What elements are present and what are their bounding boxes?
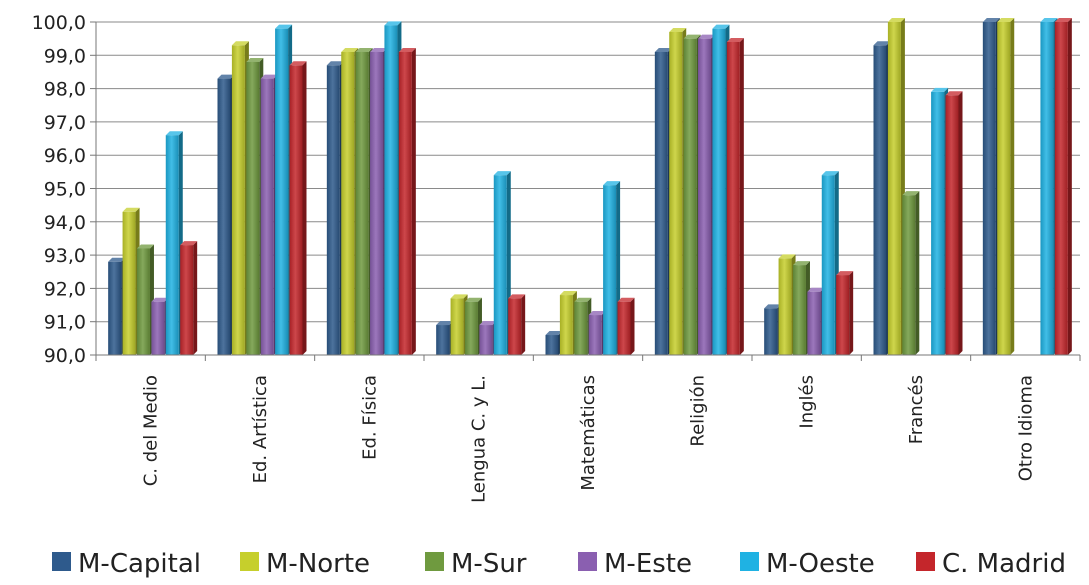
bar: [508, 294, 526, 355]
y-tick-label: 98,0: [44, 79, 86, 101]
y-tick-label: 96,0: [44, 145, 86, 167]
bar: [945, 91, 963, 355]
y-tick-label: 90,0: [44, 345, 86, 367]
bar: [617, 297, 635, 355]
x-tick-label: Ed. Artística: [250, 375, 271, 483]
x-tick-label: Francés: [906, 375, 927, 444]
legend-swatch: [240, 552, 259, 571]
x-tick-label: Inglés: [797, 375, 818, 429]
legend-swatch: [740, 552, 759, 571]
bar: [398, 47, 416, 355]
legend-item: M-Oeste: [740, 549, 875, 579]
legend-label: M-Oeste: [766, 549, 875, 579]
legend: M-Capital M-Norte M-Sur M-Este M-Oeste C. Mad…: [52, 549, 1066, 579]
x-tick-label: C. del Medio: [141, 375, 162, 486]
legend-label: M-Este: [604, 549, 692, 579]
legend-item: M-Capital: [52, 549, 201, 579]
legend-label: C. Madrid: [942, 549, 1066, 579]
bar: [493, 171, 511, 355]
x-tick-label: Lengua C. y L.: [469, 375, 490, 503]
legend-label: M-Sur: [451, 549, 527, 579]
x-tick-label: Religión: [687, 375, 708, 447]
x-tick-label: Matemáticas: [578, 375, 599, 491]
legend-item: M-Norte: [240, 549, 370, 579]
x-tick-label: Ed. Física: [359, 375, 380, 460]
y-tick-label: 93,0: [44, 245, 86, 267]
legend-item: C. Madrid: [916, 549, 1066, 579]
y-tick-label: 100,0: [32, 12, 86, 34]
y-tick-label: 99,0: [44, 45, 86, 67]
x-axis: C. del Medio Ed. Artística Ed. Física Lengu…: [95, 354, 1081, 503]
legend-label: M-Capital: [78, 549, 201, 579]
legend-item: M-Sur: [425, 549, 527, 579]
y-tick-label: 95,0: [44, 179, 86, 201]
legend-label: M-Norte: [266, 549, 370, 579]
bar: [1054, 18, 1072, 355]
legend-item: M-Este: [578, 549, 692, 579]
legend-swatch: [916, 552, 935, 571]
bar: [180, 241, 198, 355]
legend-swatch: [52, 552, 71, 571]
legend-swatch: [425, 552, 444, 571]
bar: [726, 37, 744, 355]
y-tick-label: 97,0: [44, 112, 86, 134]
y-tick-label: 94,0: [44, 212, 86, 234]
bar: [902, 191, 920, 355]
bars: [108, 18, 1072, 356]
bar: [289, 61, 307, 355]
legend-swatch: [578, 552, 597, 571]
x-tick-label: Otro Idioma: [1015, 375, 1036, 481]
bar: [792, 261, 810, 355]
bar: [997, 18, 1015, 355]
bar: [836, 271, 854, 355]
bar: [887, 18, 905, 355]
y-axis: 90,0 91,0 92,0 93,0 94,0 95,0 96,0 97,0 98,0 99,0…: [32, 12, 97, 367]
y-tick-label: 92,0: [44, 278, 86, 300]
y-tick-label: 91,0: [44, 312, 86, 334]
